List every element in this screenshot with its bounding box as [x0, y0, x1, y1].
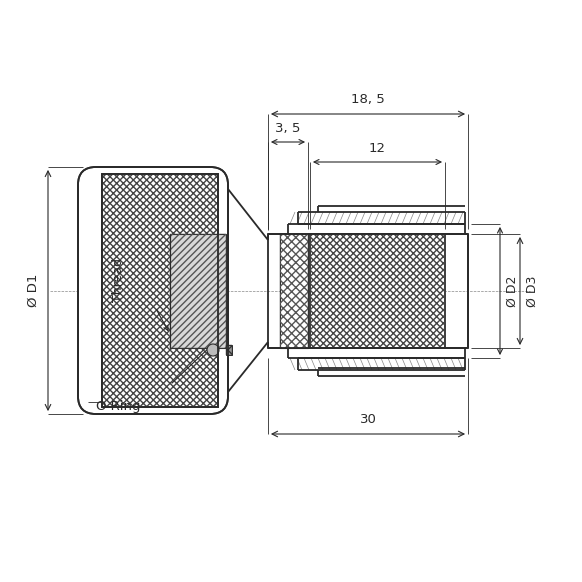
Text: Ø D2: Ø D2 — [506, 275, 519, 307]
Bar — [280, 234, 308, 348]
Bar — [102, 174, 218, 407]
Text: 3, 5: 3, 5 — [275, 122, 301, 135]
Text: Ø D3: Ø D3 — [526, 275, 539, 307]
Bar — [268, 234, 468, 348]
Text: 12: 12 — [369, 142, 386, 155]
FancyBboxPatch shape — [78, 167, 228, 414]
Bar — [102, 174, 218, 407]
Bar — [226, 345, 232, 355]
Text: 18, 5: 18, 5 — [351, 93, 385, 106]
Text: Ø D1: Ø D1 — [27, 274, 40, 307]
Bar — [170, 234, 226, 348]
Text: O-Ring: O-Ring — [95, 400, 141, 413]
Bar — [170, 234, 226, 348]
Bar — [280, 234, 308, 348]
Text: Thread: Thread — [112, 258, 125, 302]
Bar — [310, 234, 445, 348]
Text: 30: 30 — [360, 413, 377, 426]
Bar — [102, 174, 218, 407]
Bar — [226, 345, 232, 355]
Circle shape — [207, 344, 219, 356]
Bar — [310, 234, 445, 348]
